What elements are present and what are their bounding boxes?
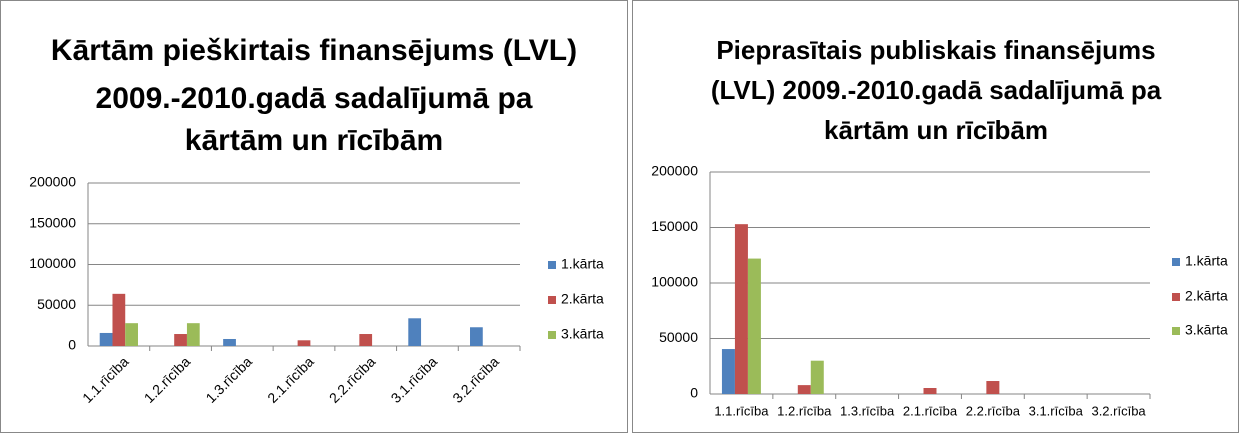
y-tick-label: 150000 [651,218,698,234]
legend-swatch [1172,327,1180,335]
bar [186,323,200,346]
chart-title: Pieprasītais publiskais finansējums [716,35,1155,65]
x-tick-label: 3.2.rīcība [1091,403,1146,418]
panel [0,0,628,433]
legend-label: 2.kārta [1185,288,1228,304]
y-tick-label: 100000 [29,255,76,271]
legend-label: 3.kārta [1185,322,1228,338]
bar [223,338,236,346]
legend-label: 1.kārta [1185,253,1228,269]
y-tick-label: 50000 [659,329,698,345]
y-tick-label: 50000 [37,296,76,312]
legend-swatch [548,296,556,304]
chart-title: (LVL) 2009.-2010.gadā sadalījumā pa [711,75,1162,105]
bar [721,349,735,394]
x-tick-label: 1.1.rīcība [714,403,769,418]
legend-label: 2.kārta [561,291,604,307]
bar [470,327,483,346]
legend-swatch [1172,258,1180,266]
y-tick-label: 200000 [651,163,698,179]
x-tick-label: 2.1.rīcība [903,403,958,418]
y-tick-label: 200000 [29,174,76,190]
x-tick-label: 3.1.rīcība [1029,403,1084,418]
bar [359,334,373,346]
chart-title: kārtām un rīcībām [824,115,1048,145]
bar [408,318,422,346]
chart-title: 2009.-2010.gadā sadalījumā pa [96,82,533,115]
bar [797,385,811,394]
legend-label: 1.kārta [561,256,604,272]
chart-title: Kārtām pieškirtais finansējums (LVL) [51,34,577,67]
bar [986,381,1000,394]
bar [174,334,187,346]
bar [734,224,748,394]
x-tick-label: 1.3.rīcība [840,403,895,418]
bar [297,340,311,346]
x-tick-label: 1.2.rīcība [777,403,832,418]
y-tick-label: 100000 [651,274,698,290]
legend-swatch [548,261,556,269]
bar [99,332,113,346]
y-tick-label: 150000 [29,214,76,230]
legend-label: 3.kārta [561,326,604,342]
y-tick-label: 0 [690,385,698,401]
legend-swatch [1172,293,1180,301]
legend-swatch [548,331,556,339]
chart-title: kārtām un rīcībām [185,124,443,157]
bar [747,258,761,394]
bar [923,388,937,394]
y-tick-label: 0 [68,337,76,353]
x-tick-label: 2.2.rīcība [966,403,1021,418]
bar [125,323,138,346]
bar [810,360,824,394]
bar [112,293,126,346]
